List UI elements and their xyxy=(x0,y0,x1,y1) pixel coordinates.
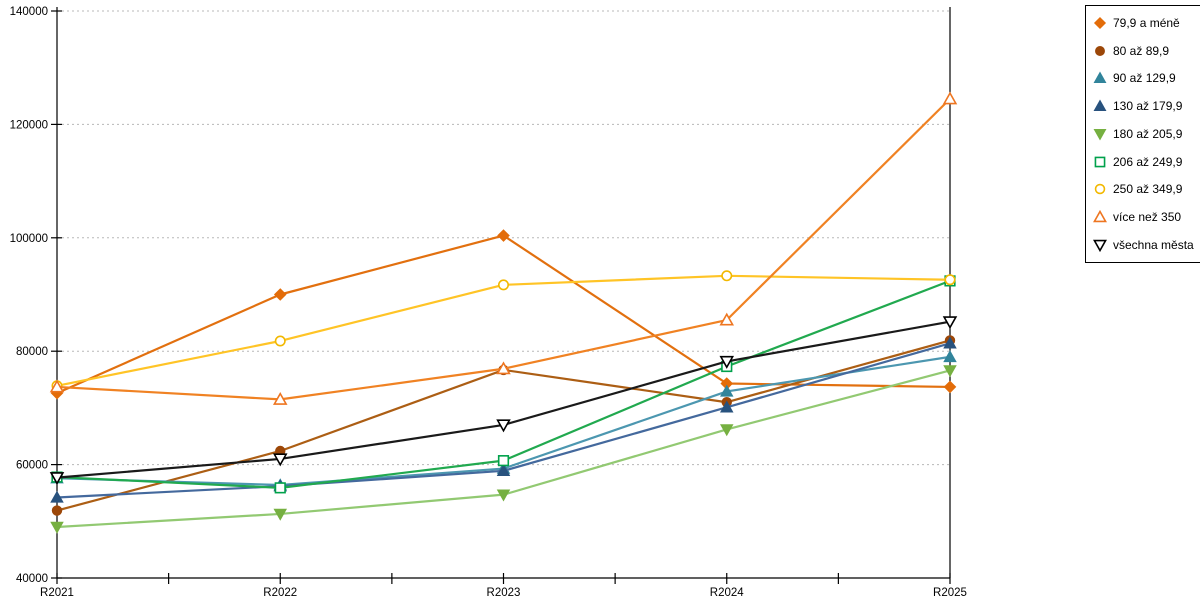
series-marker-triangle-down xyxy=(719,424,734,437)
series-marker-triangle-up xyxy=(496,361,511,375)
legend-marker-circle-icon xyxy=(1094,184,1106,195)
legend-item-label: 206 až 249,9 xyxy=(1113,154,1183,169)
x-tick-label: R2023 xyxy=(487,587,521,599)
legend-item: 250 až 349,9 xyxy=(1093,182,1200,196)
series-marker-circle xyxy=(498,279,509,291)
x-tick-label: R2024 xyxy=(710,587,744,599)
y-tick-label: 60000 xyxy=(16,460,48,472)
series-marker-triangle-down xyxy=(942,316,958,330)
series-marker-triangle-up xyxy=(496,464,511,477)
series-marker-triangle-up xyxy=(943,350,957,363)
legend-item-label: více než 350 xyxy=(1113,210,1182,225)
legend-marker-triangle-up-icon xyxy=(1093,210,1107,223)
series-4 xyxy=(50,365,957,534)
series-marker-square xyxy=(274,482,286,494)
series-8 xyxy=(49,316,958,486)
axes: 40000 60000 80000 100000 120000 140000 R2021 R2… xyxy=(10,6,967,599)
y-tick-label: 80000 xyxy=(16,346,48,358)
legend-item: 130 až 179,9 xyxy=(1093,99,1200,113)
series-marker-circle xyxy=(944,274,956,286)
y-tick-label: 140000 xyxy=(10,6,48,18)
series-marker-triangle-down xyxy=(49,472,65,486)
series-0 xyxy=(50,229,957,400)
legend-marker-triangle-up-icon xyxy=(1093,71,1107,84)
series-marker-triangle-up xyxy=(50,490,64,503)
legend-item-label: všechna města xyxy=(1113,238,1194,252)
series-marker-triangle-down xyxy=(496,419,511,433)
series-marker-triangle-down xyxy=(50,521,64,534)
y-tick-label: 40000 xyxy=(16,573,48,585)
legend-item: 206 až 249,9 xyxy=(1093,155,1200,169)
legend-item-label: 79,9 a méně xyxy=(1113,15,1180,30)
legend-item: všechna města xyxy=(1093,238,1200,252)
legend-marker-triangle-down-icon xyxy=(1093,128,1107,141)
legend-marker-triangle-up-icon xyxy=(1093,99,1107,112)
legend-item-label: 180 až 205,9 xyxy=(1113,126,1183,141)
legend-marker-triangle-down-icon xyxy=(1093,239,1107,252)
legend-item-label: 90 až 129,9 xyxy=(1113,71,1176,86)
y-tick-label: 100000 xyxy=(10,233,48,245)
legend-item-label: 250 až 349,9 xyxy=(1113,182,1183,197)
series-marker-triangle-up xyxy=(719,400,734,413)
series-marker-triangle-down xyxy=(719,355,735,369)
series-marker-triangle-up xyxy=(943,336,957,349)
series-marker-circle xyxy=(51,505,63,516)
series-marker-triangle-up xyxy=(942,91,958,105)
legend-marker-diamond-icon xyxy=(1093,16,1107,29)
legend-item-label: 80 až 89,9 xyxy=(1113,43,1170,58)
series-marker-triangle-up xyxy=(719,384,734,397)
series-marker-triangle-up xyxy=(272,391,288,405)
legend-item: 90 až 129,9 xyxy=(1093,71,1200,85)
legend-item: 180 až 205,9 xyxy=(1093,127,1200,141)
legend-marker-square-icon xyxy=(1094,156,1106,168)
x-tick-label: R2022 xyxy=(263,587,297,599)
series-marker-triangle-down xyxy=(272,453,288,467)
series-marker-triangle-down xyxy=(943,365,957,378)
x-tick-label: R2021 xyxy=(40,587,74,599)
series-line xyxy=(55,320,952,479)
legend-item: více než 350 xyxy=(1093,210,1200,224)
chart-legend: 79,9 a méně 80 až 89,9 90 až 129,9 130 až 1… xyxy=(1085,5,1200,263)
series-7 xyxy=(49,91,958,405)
series-marker-diamond xyxy=(497,229,510,242)
y-tick-label: 120000 xyxy=(10,119,48,131)
series-marker-triangle-down xyxy=(496,489,511,502)
series-marker-triangle-up xyxy=(49,379,65,393)
series-marker-square xyxy=(497,455,510,467)
series-marker-triangle-down xyxy=(273,508,288,521)
series-marker-circle xyxy=(721,270,733,282)
legend-marker-circle-icon xyxy=(1095,45,1105,56)
series-marker-diamond xyxy=(943,380,957,394)
series-line xyxy=(55,97,952,401)
series-marker-circle xyxy=(274,335,286,347)
legend-item: 80 až 89,9 xyxy=(1093,44,1200,58)
series-marker-triangle-up xyxy=(719,312,735,326)
x-tick-label: R2025 xyxy=(933,587,967,599)
legend-item-label: 130 až 179,9 xyxy=(1113,99,1183,114)
legend-item: 79,9 a méně xyxy=(1093,16,1200,30)
series-marker-diamond xyxy=(273,288,287,301)
